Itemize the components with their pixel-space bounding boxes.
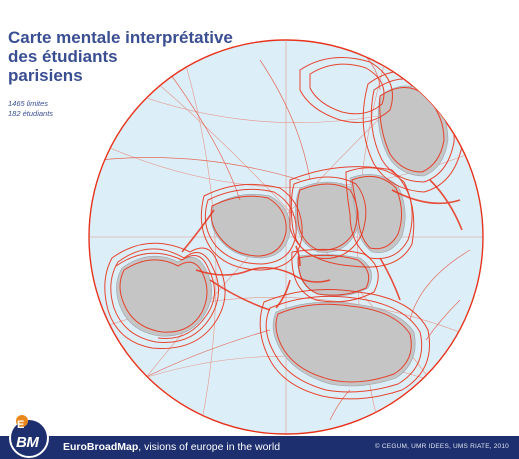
footer-bar: EuroBroadMap, visions of europe in the w… [0,436,519,459]
logo-letters: BM [16,434,39,451]
map-stats: 1465 limites 182 étudiants [8,99,158,119]
land-eurasia-east [349,174,406,253]
stats-students: 182 étudiants [8,109,54,118]
land-americas [116,255,213,337]
footer-credit: © CEGUM, UMR IDEES, UMS RIATE, 2010 [374,443,509,450]
boundary-lines [99,49,471,421]
land-south [272,301,416,387]
footer-brand-name: EuroBroadMap [63,441,139,453]
land-eurasia-west [211,194,291,259]
map-content [90,40,482,434]
land-eurasia-center [295,181,361,253]
land-masses [116,85,449,387]
footer-tagline: , visions of europe in the world [138,441,281,453]
title-line-2: des étudiants [8,47,118,66]
logo-letter-e: E [17,419,25,431]
footer-brand: EuroBroadMap, visions of europe in the w… [63,441,280,453]
title-line-1: Carte mentale interprétative [8,28,233,47]
eurobroadmap-logo [9,415,49,458]
title-line-3: parisiens [8,66,83,85]
map-title: Carte mentale interprétative des étudian… [8,28,258,85]
stats-limits: 1465 limites [8,99,49,108]
